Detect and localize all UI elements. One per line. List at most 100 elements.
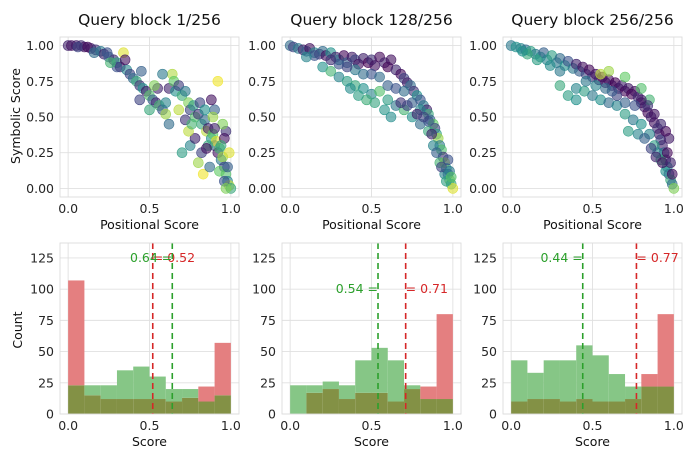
x-tick-label: 0.5 [583,201,603,216]
x-tick-label: 1.0 [664,418,684,433]
y-tick-label: 25 [260,375,276,390]
positional-bar [198,386,215,402]
symbolic-median-label: 0.64 = [130,250,172,265]
x-axis-label: Positional Score [322,217,421,232]
overlap-bar [527,399,544,414]
scatter-point [544,60,556,71]
scatter-point [649,108,660,120]
scatter-point [207,111,219,123]
scatter-point [580,75,592,87]
y-tick-label: 0.50 [26,110,54,125]
scatter-point [193,157,204,169]
overlap-bar [116,399,134,414]
scatter-point [144,104,155,116]
scatter-point [101,47,113,59]
scatter-point [215,140,227,151]
overlap-bar [625,399,642,414]
symbolic-bar [387,360,405,402]
y-tick-label: 0.50 [469,110,497,125]
positional-median-label: = 0.71 [406,281,448,296]
scatter-point [668,183,680,194]
symbolic-bar [576,345,593,400]
y-tick-label: 0.75 [26,74,54,89]
x-axis-label: Positional Score [543,217,642,232]
y-tick-label: 100 [252,282,276,297]
scatter-point [436,161,447,173]
scatter-point [301,51,312,63]
overlap-bar [306,392,323,414]
scatter-point [629,100,641,111]
scatter-point [157,68,168,80]
chart-title: Query block 128/256 [290,11,452,29]
overlap-bar [100,399,117,414]
overlap-bar [371,392,388,414]
scatter-point [600,83,611,94]
positional-bar [657,314,674,387]
y-tick-label: 50 [38,344,54,359]
scatter-point [382,94,394,106]
scatter-point [72,41,84,53]
overlap-bar [165,401,183,414]
y-tick-label: 125 [252,250,276,265]
overlap-bar [559,401,577,414]
x-axis-label: Score [132,434,167,449]
overlap-bar [543,399,560,414]
scatter-point [374,71,385,83]
scatter-point [358,68,369,80]
scatter-point [426,128,438,140]
y-tick-label: 1.00 [469,38,497,53]
x-tick-label: 0.5 [140,418,160,433]
scatter-point [431,147,442,159]
symbolic-bar [625,386,642,400]
x-tick-label: 0.5 [140,201,160,216]
x-tick-label: 0.0 [501,418,521,433]
scatter-point [590,80,602,91]
y-tick-label: 0.00 [26,181,54,196]
symbolic-bar [559,360,577,402]
symbolic-bar [608,374,626,402]
scatter-point [627,114,639,126]
y-tick-label: 75 [481,313,497,328]
symbolic-bar [338,385,356,400]
chart-title: Query block 256/256 [511,11,673,29]
scatter-point [209,123,220,134]
y-tick-label: 1.00 [248,38,276,53]
scatter-point [447,183,459,194]
positional-median-label: = 0.52 [153,250,195,265]
symbolic-bar [592,355,609,402]
x-tick-label: 0.5 [583,418,603,433]
scatter-point [105,57,116,69]
plot-frame [502,36,683,198]
plot-frame [281,242,462,415]
scatter-point [622,125,634,137]
plot-frame [281,36,462,198]
overlap-bar [355,392,372,414]
overlap-bar [84,395,101,414]
scatter-point [317,61,328,73]
scatter-point [325,54,337,66]
scatter-point [189,133,201,144]
x-tick-label: 0.0 [58,418,78,433]
symbolic-bar [165,389,183,402]
overlap-bar [404,389,421,414]
symbolic-bar [355,360,372,393]
scatter-point [562,90,574,101]
overlap-bar [420,399,437,414]
x-tick-label: 1.0 [221,418,241,433]
symbolic-bar [182,389,199,398]
positional-bar [68,280,85,386]
scatter-point [212,75,224,87]
y-tick-label: 0 [46,407,54,422]
plot-frame [59,242,240,415]
overlap-bar [214,395,231,414]
symbolic-bar [290,385,307,414]
overlap-bar [387,401,405,414]
symbolic-bar [100,385,117,400]
scatter-point [570,94,582,106]
symbolic-bar [84,385,101,396]
scatter-point [180,85,191,97]
symbolic-median-label: 0.44 = [540,250,582,265]
overlap-bar [68,385,85,414]
x-tick-label: 0.0 [501,201,521,216]
scatter-point [220,183,232,194]
